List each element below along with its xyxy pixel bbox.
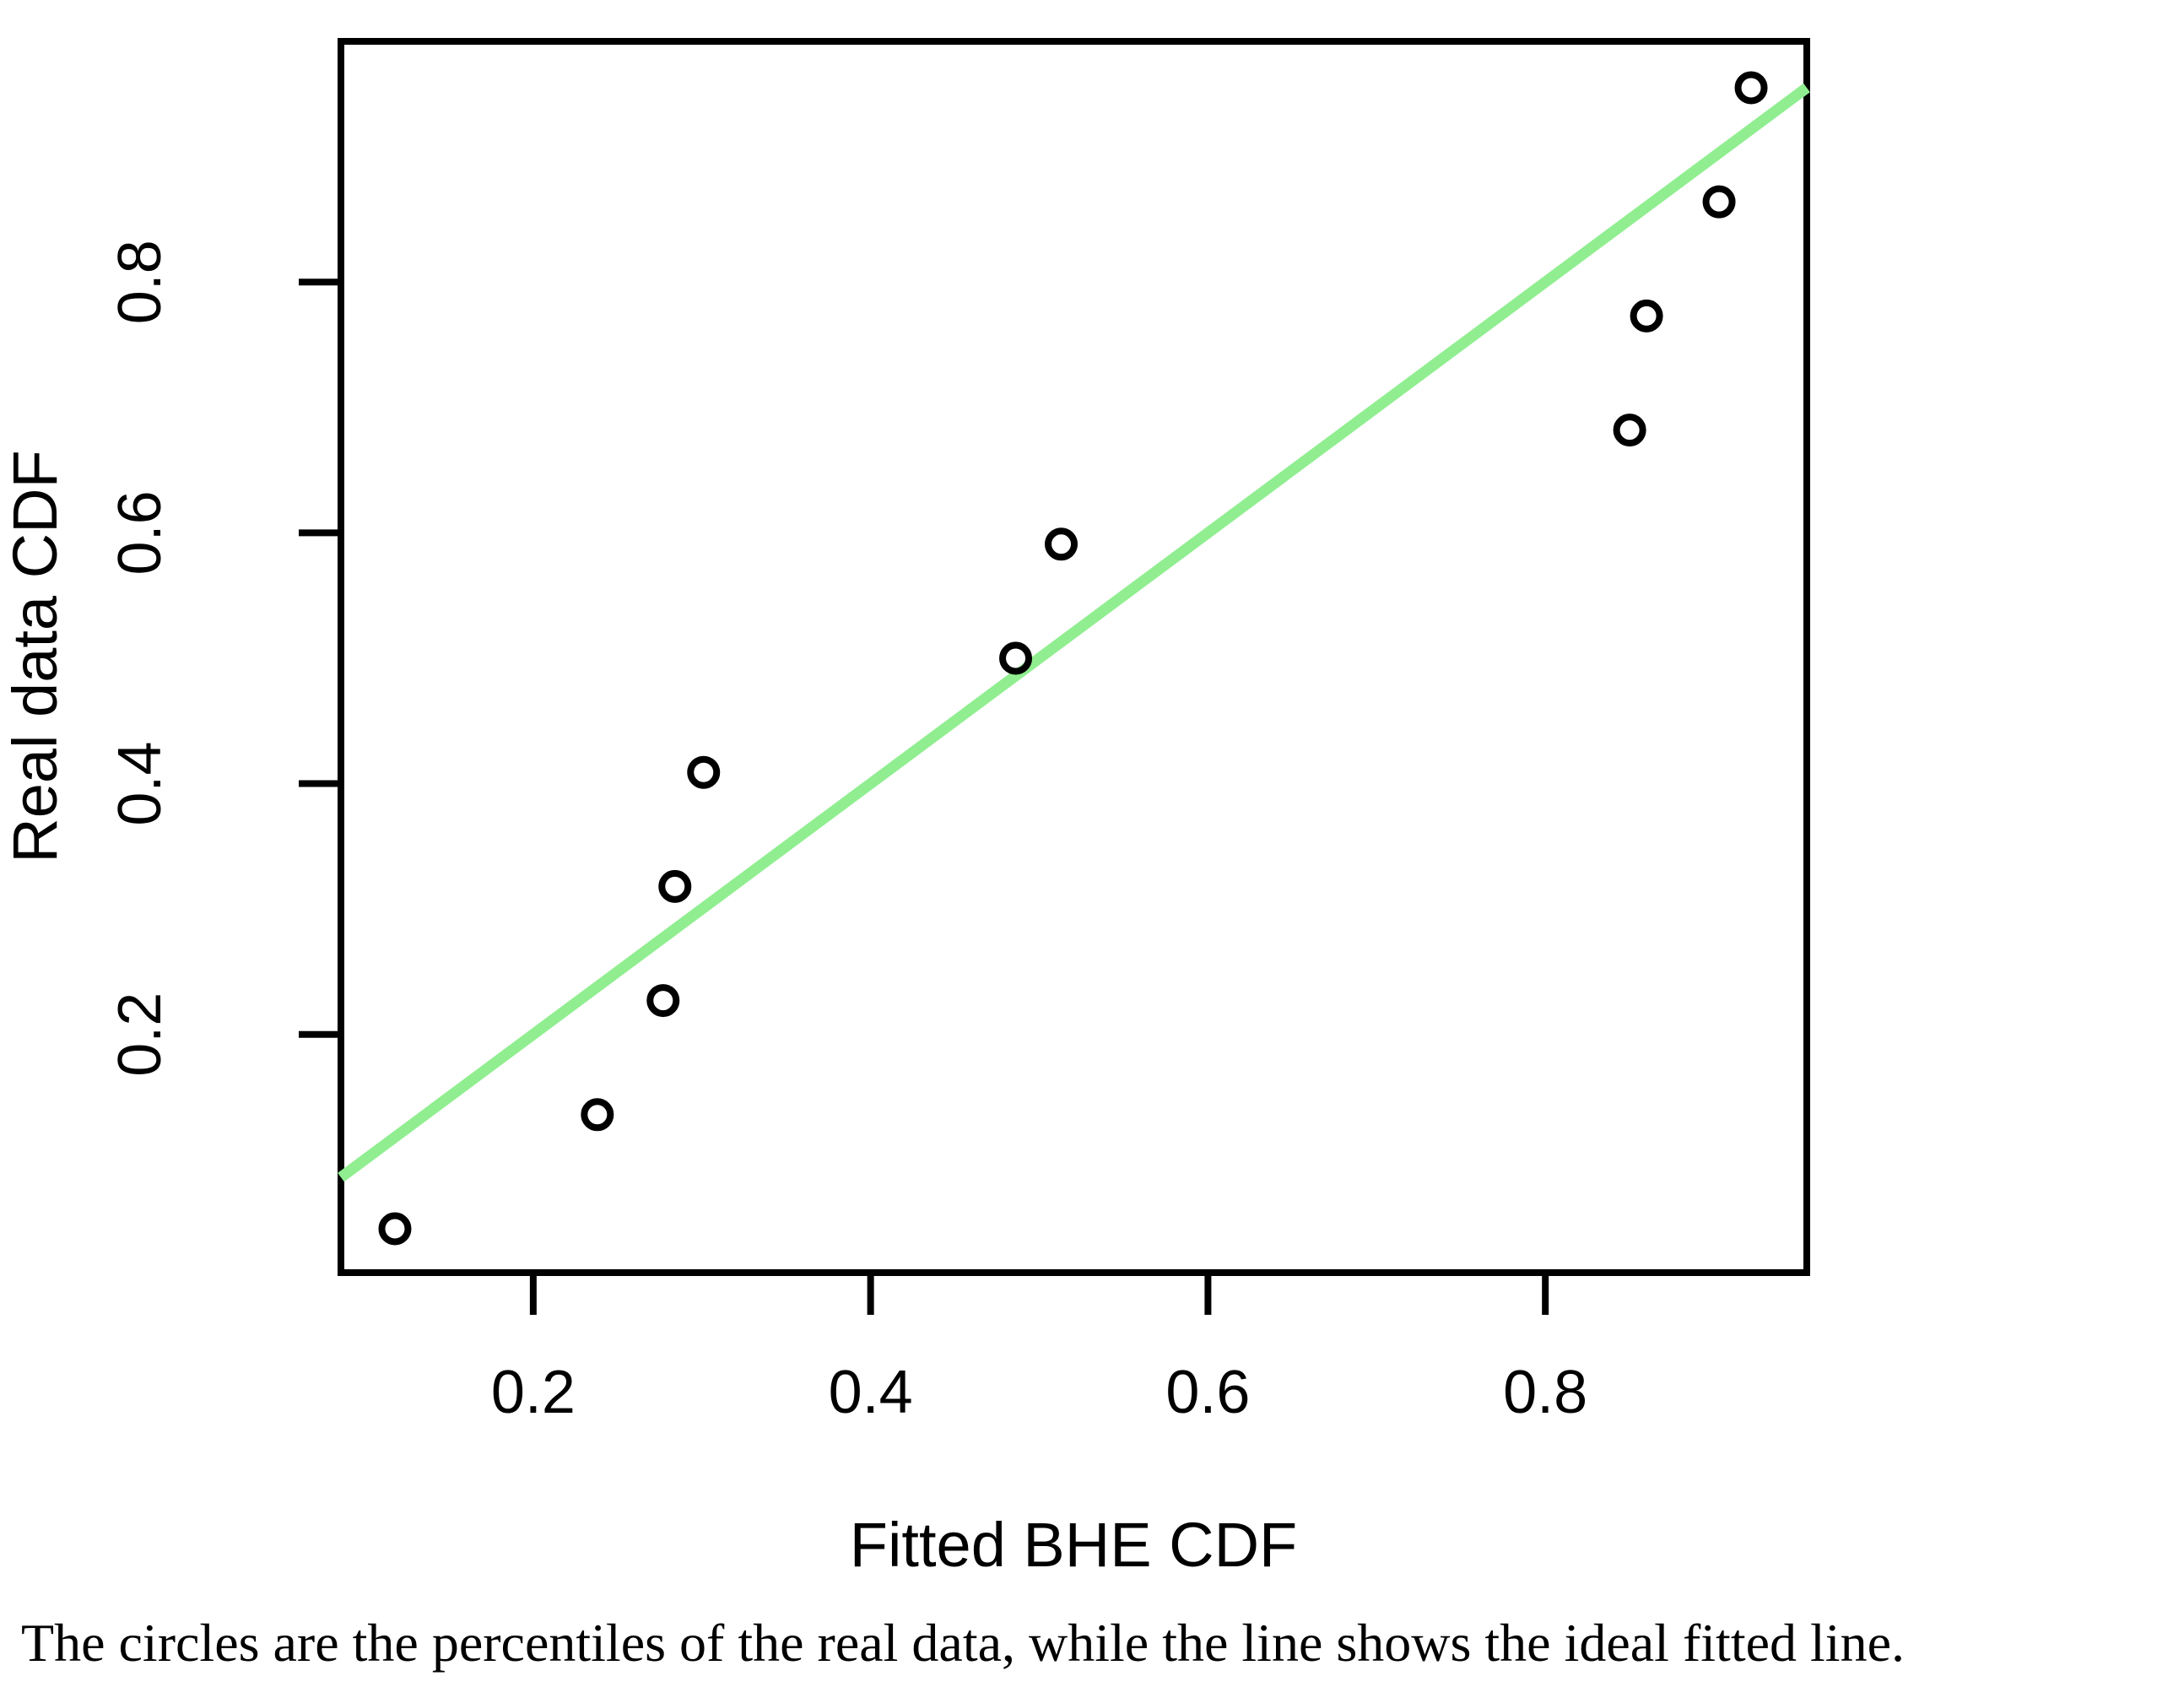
data-point	[581, 1098, 614, 1132]
plot-border	[338, 38, 1810, 1276]
x-tick-label: 0.4	[829, 1359, 913, 1426]
y-axis-title: Real data CDF	[0, 450, 70, 862]
data-point	[1613, 414, 1646, 447]
data-point	[658, 869, 692, 903]
y-tick-label: 0.6	[106, 490, 174, 575]
x-tick-label: 0.6	[1165, 1359, 1250, 1426]
data-point	[1045, 527, 1078, 561]
ideal-fitted-line	[338, 83, 1810, 1182]
x-tick-label: 0.8	[1503, 1359, 1587, 1426]
y-tick-label: 0.8	[106, 240, 174, 324]
y-tick-label: 0.4	[106, 742, 174, 826]
data-point	[1734, 71, 1768, 105]
data-point	[378, 1212, 412, 1246]
figure-caption: The circles are the percentiles of the r…	[21, 1613, 1905, 1673]
x-axis-title: Fitted BHE CDF	[850, 1510, 1297, 1580]
y-tick-label: 0.2	[106, 992, 174, 1077]
plot-generated-layer: 0.2 0.4 0.6 0.8 0.2 0.4 0.6 0.8	[106, 38, 1810, 1426]
x-tick-label: 0.2	[491, 1359, 576, 1426]
data-point	[999, 641, 1033, 675]
data-point	[646, 984, 680, 1018]
data-point	[1702, 185, 1736, 219]
data-point	[687, 755, 721, 789]
data-point	[1630, 299, 1663, 333]
